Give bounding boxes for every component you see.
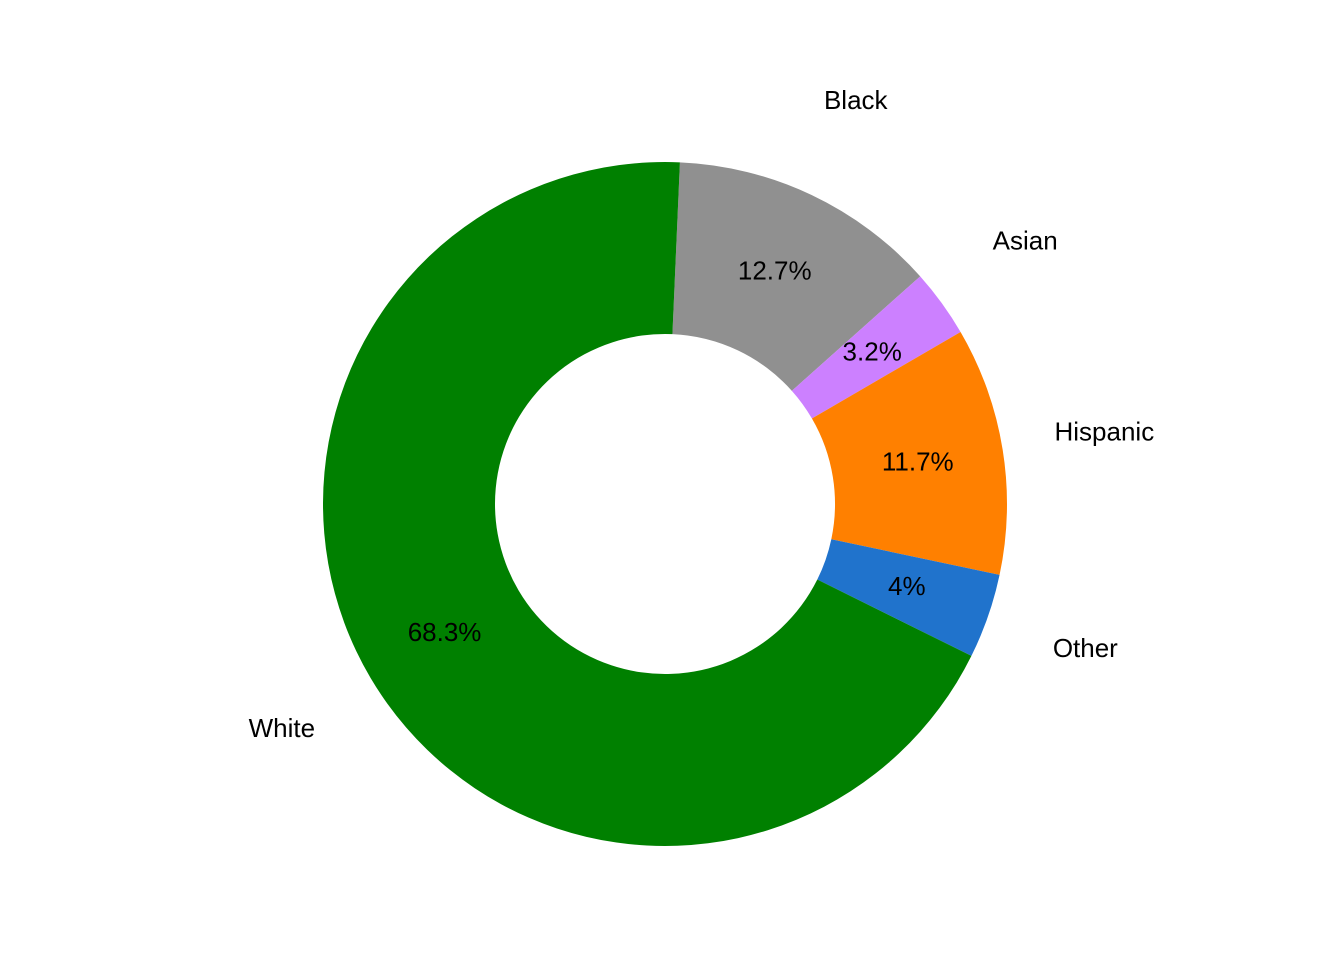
donut-slice: [672, 162, 921, 391]
category-label: Black: [824, 85, 889, 115]
category-label: Hispanic: [1055, 416, 1155, 446]
value-label: 3.2%: [843, 337, 902, 367]
category-label: White: [249, 713, 315, 743]
value-label: 11.7%: [882, 446, 954, 476]
value-label: 68.3%: [408, 617, 482, 647]
donut-slice: [817, 539, 1000, 656]
category-label: Other: [1053, 633, 1118, 663]
donut-slice: [811, 331, 1007, 575]
donut-slice: [791, 276, 961, 419]
category-label: Asian: [993, 226, 1058, 256]
value-label: 4%: [888, 571, 926, 601]
donut-slice: [322, 162, 972, 846]
value-label: 12.7%: [738, 256, 812, 286]
